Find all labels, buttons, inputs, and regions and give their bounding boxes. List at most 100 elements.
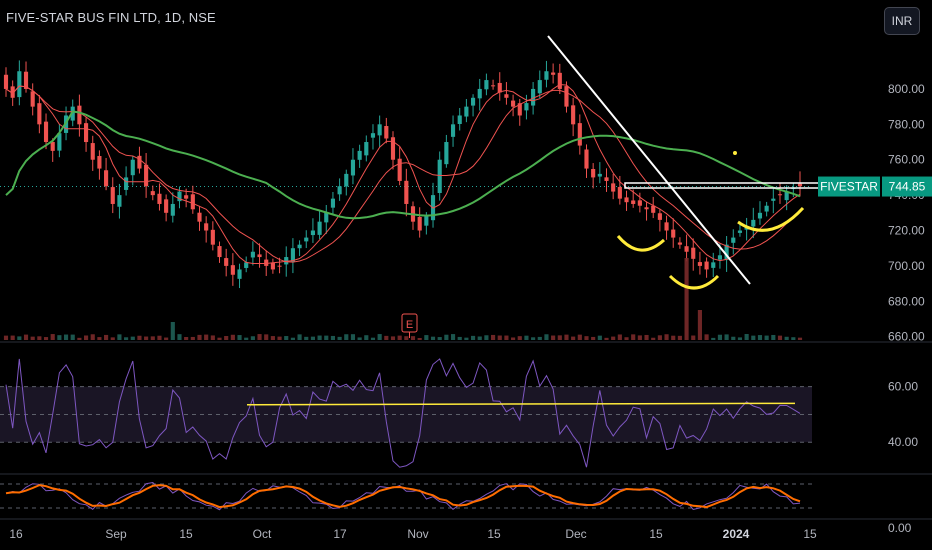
volume-bar <box>537 336 542 340</box>
y-tick-label: 700.00 <box>888 259 925 273</box>
volume-bars <box>3 258 803 340</box>
volume-bar <box>664 334 669 340</box>
volume-bar <box>444 334 449 340</box>
last-price-tag-label: 744.85 <box>889 180 926 194</box>
candle-body <box>270 262 275 270</box>
candle-body <box>210 229 215 245</box>
x-tick-label: 15 <box>487 527 501 541</box>
volume-bar <box>417 337 422 340</box>
volume-bar <box>470 335 476 340</box>
candle-body <box>717 255 723 260</box>
volume-bar <box>677 335 682 340</box>
volume-bar <box>250 336 255 340</box>
candles <box>3 60 803 289</box>
volume-bar <box>577 334 582 340</box>
volume-bar <box>230 334 235 340</box>
x-tick-label: 2024 <box>723 527 750 541</box>
currency-button[interactable]: INR <box>884 7 920 35</box>
earnings-marker-label: E <box>406 319 413 331</box>
candle-body <box>464 106 469 117</box>
candle-body <box>444 142 449 165</box>
candle-body <box>611 183 616 192</box>
volume-bar <box>491 334 496 340</box>
candle-body <box>584 149 589 169</box>
volume-bar <box>644 334 649 340</box>
candle-body <box>297 244 302 249</box>
volume-bar <box>50 334 55 340</box>
volume-bar <box>597 335 602 340</box>
rsi-band <box>0 386 812 443</box>
candle-body <box>357 150 362 160</box>
volume-bar <box>430 336 436 340</box>
candle-body <box>117 195 122 207</box>
annotation-dot <box>733 151 737 155</box>
right-shoulder-annotation <box>737 206 805 232</box>
volume-bar <box>217 337 222 340</box>
candle-body <box>77 105 82 125</box>
volume-bar <box>477 336 482 340</box>
candle-body <box>484 80 489 90</box>
y-tick-label: 780.00 <box>888 117 925 131</box>
volume-bar <box>270 336 275 340</box>
candle-body <box>170 203 175 216</box>
candle-body <box>537 80 542 94</box>
candle-body <box>751 219 756 227</box>
candle-body <box>17 71 22 98</box>
volume-bar <box>764 335 769 340</box>
last-price-tag <box>882 176 932 197</box>
candle-body <box>697 262 702 266</box>
y-tick-label: 760.00 <box>888 153 925 167</box>
volume-bar <box>657 335 662 340</box>
volume-bar <box>484 335 489 340</box>
candle-body <box>657 213 662 220</box>
volume-bar <box>244 337 249 340</box>
candle-body <box>97 156 102 169</box>
resistance-zone-annotation <box>624 182 836 189</box>
candle-body <box>337 186 342 195</box>
candle-body <box>70 106 75 121</box>
volume-bar <box>43 337 49 340</box>
candle-body <box>244 262 249 268</box>
volume-bar <box>551 335 556 340</box>
volume-bar <box>204 334 209 340</box>
candle-body <box>184 195 189 199</box>
volume-bar <box>10 335 15 340</box>
candle-body <box>664 222 669 231</box>
volume-bar <box>257 334 262 340</box>
candle-body <box>731 237 736 243</box>
candle-body <box>330 198 336 208</box>
candle-body <box>784 191 789 201</box>
ema-short-line <box>5 83 801 264</box>
stoch-tick-label: 0.00 <box>888 521 912 535</box>
candle-body <box>644 207 649 210</box>
candle-body <box>757 212 763 219</box>
candle-body <box>344 173 349 187</box>
candle-body <box>230 265 235 275</box>
candle-body <box>544 71 549 80</box>
volume-bar <box>344 334 349 340</box>
volume-bar <box>751 335 756 340</box>
volume-bar <box>37 336 42 340</box>
y-tick-label: 660.00 <box>888 330 925 344</box>
volume-bar <box>450 334 456 340</box>
candle-body <box>290 248 295 262</box>
rsi-tick-label: 40.00 <box>888 435 918 449</box>
volume-bar <box>631 334 636 340</box>
candle-body <box>204 223 209 231</box>
volume-bar <box>424 335 429 340</box>
volume-bar <box>757 335 763 340</box>
candle-body <box>364 142 369 156</box>
candle-body <box>324 212 329 223</box>
candle-body <box>164 199 169 213</box>
candle-body <box>571 105 576 125</box>
volume-bar <box>464 337 469 340</box>
candle-body <box>83 123 89 143</box>
candle-body <box>531 88 536 106</box>
volume-bar <box>544 334 549 340</box>
volume-bar <box>624 337 629 340</box>
volume-bar <box>157 335 162 340</box>
volume-bar <box>104 334 109 340</box>
candle-body <box>3 74 9 89</box>
volume-bar <box>83 335 89 340</box>
